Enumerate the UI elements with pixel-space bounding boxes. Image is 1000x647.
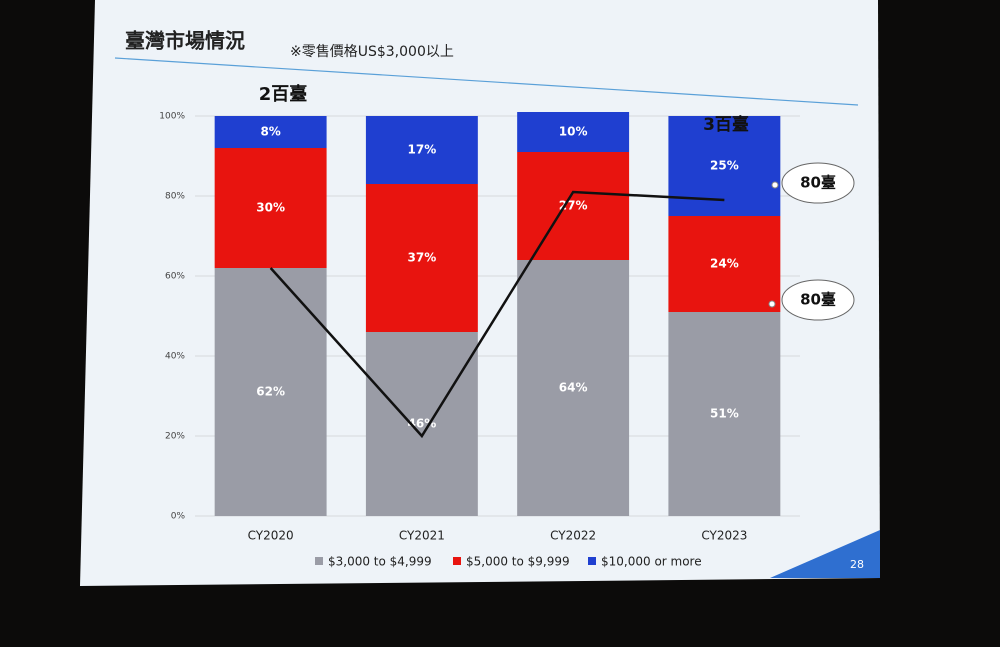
y-tick-label: 20%	[165, 432, 185, 442]
bar-segment	[517, 112, 630, 152]
cloud-dot	[768, 300, 776, 308]
y-tick-label: 0%	[171, 512, 186, 522]
bar-segment	[214, 148, 327, 268]
legend-label: $10,000 or more	[601, 555, 702, 569]
legend-label: $5,000 to $9,999	[466, 555, 570, 569]
y-tick-label: 60%	[165, 272, 185, 282]
data-label: 30%	[256, 201, 285, 215]
x-tick-label: CY2023	[701, 529, 747, 543]
data-label: 37%	[408, 251, 437, 265]
bar-segment	[365, 184, 478, 332]
bar-segment	[365, 332, 478, 516]
data-label: 62%	[256, 385, 285, 399]
cloud	[781, 162, 855, 204]
data-label: 25%	[710, 159, 739, 173]
cloud-dot	[771, 181, 779, 189]
bar-segment	[668, 216, 781, 312]
x-tick-label: CY2021	[399, 529, 445, 543]
data-label: 51%	[710, 407, 739, 421]
legend-swatch	[315, 557, 323, 565]
annotation: 3百臺	[703, 114, 749, 135]
bar-segment	[365, 116, 478, 184]
x-tick-label: CY2020	[248, 529, 294, 543]
data-label: 10%	[559, 125, 588, 139]
annotation: 2百臺	[259, 83, 308, 105]
legend-swatch	[453, 557, 461, 565]
bar-segment	[668, 312, 781, 516]
bar-segment	[214, 116, 327, 148]
bar-segment	[517, 152, 630, 260]
corner-decoration	[770, 530, 880, 578]
y-tick-label: 80%	[165, 192, 185, 202]
overlay-line	[269, 190, 725, 439]
chart-title: 臺灣市場情況	[125, 29, 245, 53]
legend-label: $3,000 to $4,999	[328, 555, 432, 569]
data-label: 24%	[710, 257, 739, 271]
data-label: 8%	[260, 125, 280, 139]
data-label: 64%	[559, 381, 588, 395]
y-tick-label: 100%	[159, 112, 185, 122]
bar-segment	[517, 260, 630, 516]
y-tick-label: 40%	[165, 352, 185, 362]
cloud	[781, 279, 855, 321]
chart-subtitle: ※零售價格US$3,000以上	[290, 43, 454, 60]
data-label: 17%	[408, 143, 437, 157]
x-tick-label: CY2022	[550, 529, 596, 543]
legend-swatch	[588, 557, 596, 565]
annotation: 80臺	[800, 291, 836, 309]
page-number: 28	[850, 558, 864, 571]
annotation: 80臺	[800, 174, 836, 192]
title-rule	[114, 57, 859, 106]
